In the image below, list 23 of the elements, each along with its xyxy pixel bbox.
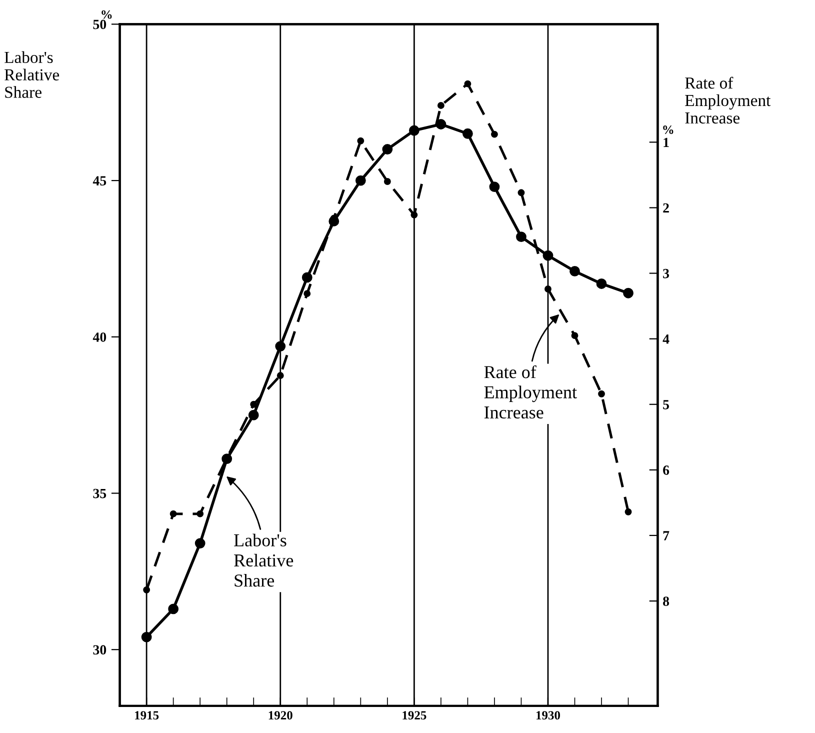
y2-tick-label: 4 <box>662 334 670 344</box>
y2-tick-label: 2 <box>663 203 669 213</box>
y2-tick-label: 5 <box>663 400 670 410</box>
y2-tick-label: 1 <box>664 138 669 147</box>
y-tick-label: 45 <box>92 176 106 186</box>
series-label: Rate of Employment Increase <box>484 365 577 419</box>
y-tick-label: 40 <box>92 332 106 342</box>
y-tick-label: 30 <box>93 645 106 655</box>
y-tick-label: 50 <box>93 20 106 30</box>
y2-tick-label: 7 <box>663 531 670 540</box>
x-tick-label: 1930 <box>536 711 560 720</box>
y-axis-title: Labor's Relative Share <box>4 51 60 98</box>
y2-tick-label: 3 <box>663 268 670 278</box>
series-label: Labor's Relative Share <box>234 534 294 587</box>
x-tick-label: 1925 <box>402 711 426 720</box>
text: % <box>102 10 112 19</box>
y2-tick-label: 8 <box>663 596 670 606</box>
text: % <box>663 126 674 134</box>
y2-tick-label: 6 <box>663 466 670 475</box>
x-tick-label: 1920 <box>268 711 292 720</box>
x-tick-label: 1915 <box>135 711 159 720</box>
y2-axis-title: Rate of Employment Increase <box>685 76 771 124</box>
y-tick-label: 35 <box>93 488 106 498</box>
